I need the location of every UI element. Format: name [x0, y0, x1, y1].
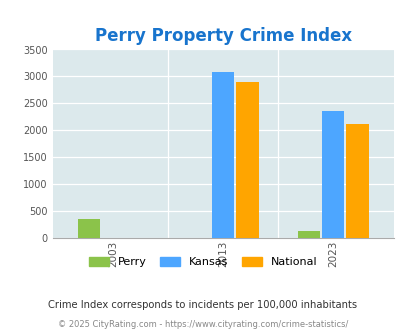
Bar: [212, 72, 234, 238]
Bar: [297, 231, 320, 238]
Bar: [322, 111, 343, 238]
Bar: [78, 219, 100, 238]
Legend: Perry, Kansas, National: Perry, Kansas, National: [84, 252, 321, 272]
Text: Crime Index corresponds to incidents per 100,000 inhabitants: Crime Index corresponds to incidents per…: [48, 300, 357, 310]
Bar: [345, 124, 368, 238]
Text: © 2025 CityRating.com - https://www.cityrating.com/crime-statistics/: © 2025 CityRating.com - https://www.city…: [58, 319, 347, 329]
Bar: [236, 82, 258, 238]
Title: Perry Property Crime Index: Perry Property Crime Index: [94, 27, 351, 45]
